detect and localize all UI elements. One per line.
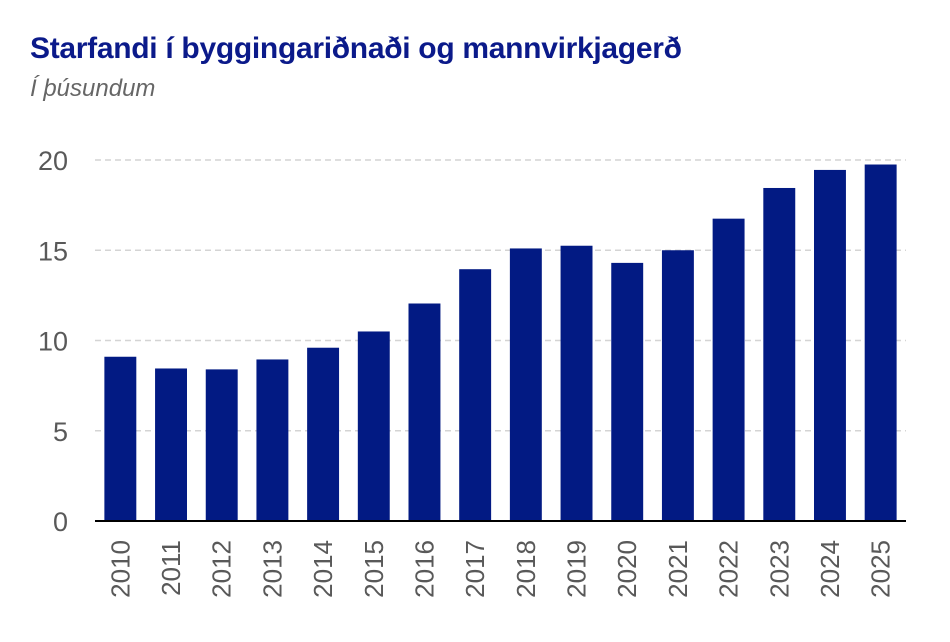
x-tick-label: 2020 [612,540,642,598]
bar-2012 [205,369,238,521]
x-tick-label: 2011 [156,540,186,596]
bar-2015 [357,331,390,521]
bar-2013 [256,359,289,521]
x-tick-label: 2017 [460,540,490,598]
bar-2019 [560,245,593,522]
x-tick-label: 2013 [257,540,287,598]
chart-title: Starfandi í byggingariðnaði og mannvirkj… [30,32,682,65]
x-tick-label: 2018 [511,540,541,598]
x-tick-label: 2015 [359,540,389,598]
bar-2010 [104,356,137,521]
y-axis-ticks: 0 5 10 15 20 [38,146,68,537]
bar-2014 [307,347,340,521]
x-tick-label: 2014 [308,540,338,598]
y-tick-label: 5 [53,417,68,447]
bar-2022 [712,218,745,521]
y-tick-label: 0 [53,507,68,537]
y-tick-label: 10 [38,327,68,357]
bar-2016 [408,303,441,521]
x-tick-label: 2012 [207,540,237,598]
bar-2025 [864,164,897,521]
x-tick-label: 2021 [663,540,693,598]
bar-2018 [509,248,542,521]
x-tick-label: 2016 [409,540,439,598]
bar-2011 [155,368,187,521]
bar-2021 [661,250,694,521]
x-tick-label: 2025 [866,540,896,598]
x-tick-label: 2010 [105,540,135,598]
x-tick-label: 2022 [714,540,744,598]
x-tick-label: 2024 [815,540,845,598]
y-tick-label: 20 [38,146,68,176]
bars [104,164,897,522]
x-tick-label: 2019 [562,540,592,598]
bar-2024 [814,169,846,522]
x-axis-ticks: 2010 2011 2012 2013 2014 2015 2016 2017 2018 2019… [105,540,895,598]
bar-2017 [459,269,492,521]
bar-2023 [763,187,796,522]
bar-2020 [611,262,644,521]
x-tick-label: 2023 [764,540,794,598]
y-tick-label: 15 [38,236,68,266]
chart-subtitle: Í þúsundum [30,75,156,102]
